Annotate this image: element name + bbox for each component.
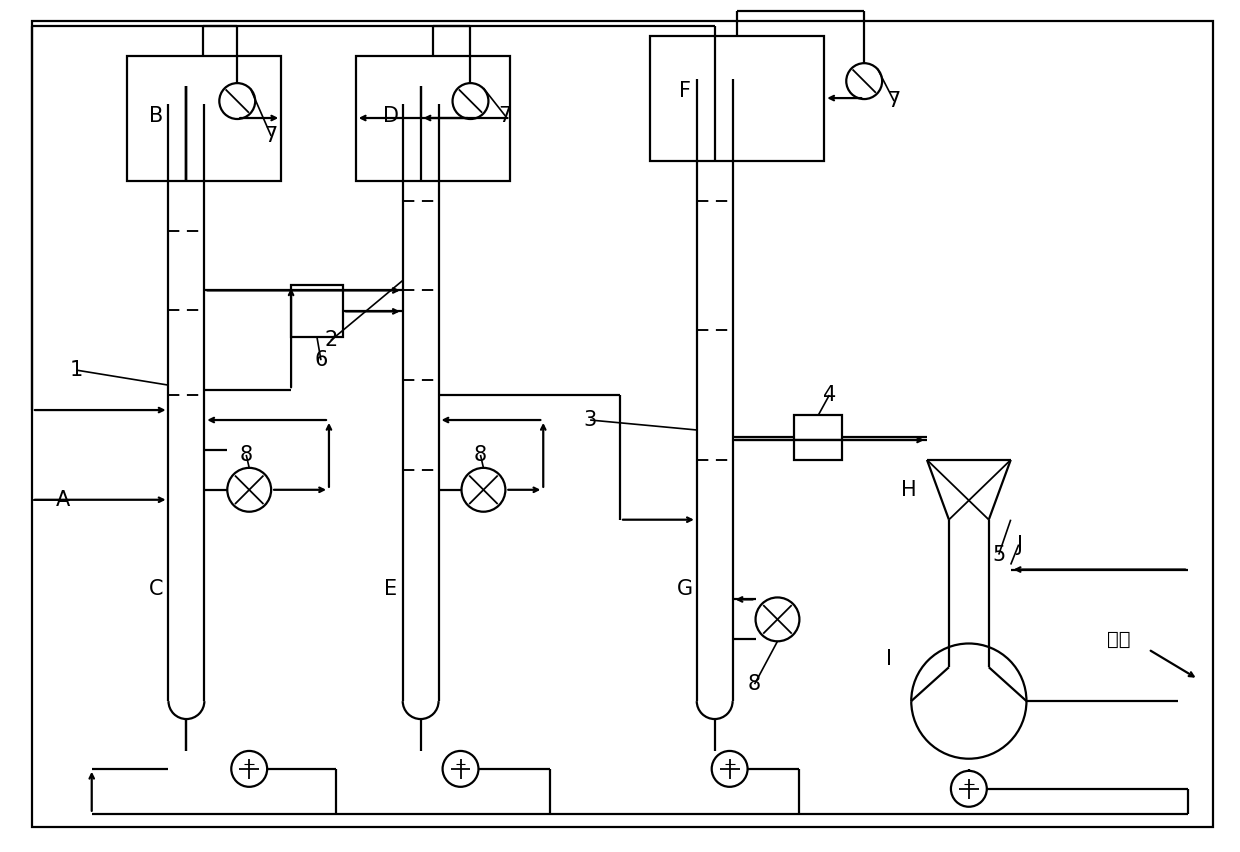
Text: G: G [677, 579, 693, 600]
Text: 3: 3 [584, 410, 596, 430]
Text: J: J [1016, 534, 1022, 555]
Text: I: I [887, 649, 892, 669]
Text: E: E [384, 579, 397, 600]
Text: 1: 1 [71, 360, 83, 380]
Text: 8: 8 [474, 445, 487, 465]
Text: D: D [383, 106, 399, 126]
Text: C: C [149, 579, 164, 600]
Text: F: F [678, 81, 691, 101]
Circle shape [461, 468, 506, 512]
Circle shape [846, 63, 882, 99]
Circle shape [453, 83, 489, 119]
Text: H: H [901, 480, 916, 500]
Circle shape [219, 83, 255, 119]
Bar [795, 415, 842, 460]
Bar [291, 285, 343, 337]
Circle shape [755, 597, 800, 642]
Bar [650, 37, 825, 161]
Text: 7: 7 [888, 91, 900, 111]
Circle shape [227, 468, 272, 512]
Circle shape [712, 751, 748, 786]
Text: 界外: 界外 [1106, 630, 1130, 649]
Text: A: A [56, 490, 69, 509]
Circle shape [232, 751, 267, 786]
Text: 4: 4 [822, 385, 836, 405]
Bar [356, 56, 511, 181]
Text: 2: 2 [325, 331, 337, 350]
Bar [126, 56, 281, 181]
Text: 7: 7 [264, 126, 278, 146]
Text: 5: 5 [992, 544, 1006, 565]
Text: 8: 8 [239, 445, 253, 465]
Circle shape [951, 771, 987, 807]
Text: 6: 6 [314, 350, 327, 371]
Circle shape [443, 751, 479, 786]
Text: B: B [149, 106, 164, 126]
Text: 7: 7 [498, 106, 512, 126]
Text: 8: 8 [748, 674, 761, 694]
